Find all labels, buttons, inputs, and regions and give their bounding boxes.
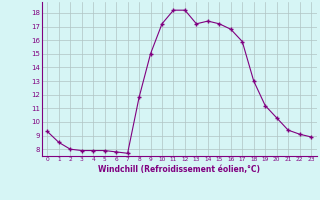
X-axis label: Windchill (Refroidissement éolien,°C): Windchill (Refroidissement éolien,°C) [98, 165, 260, 174]
